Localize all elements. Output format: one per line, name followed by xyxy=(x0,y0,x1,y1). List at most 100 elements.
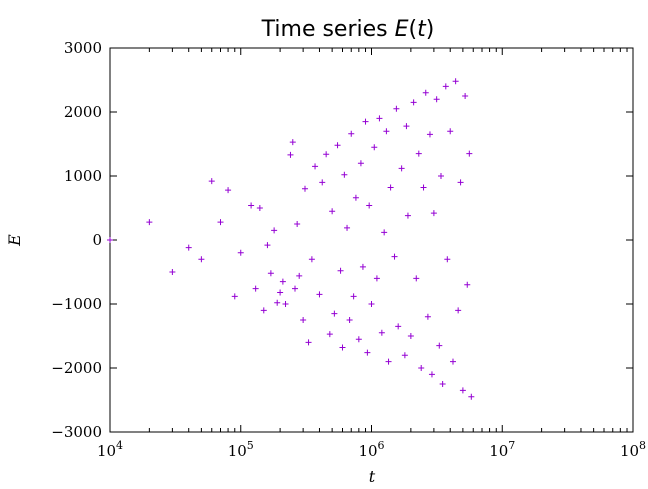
data-point xyxy=(323,151,330,158)
data-point xyxy=(217,219,224,226)
data-point xyxy=(449,358,456,365)
data-point xyxy=(362,118,369,125)
y-tick-label: 3000 xyxy=(64,39,102,57)
data-point xyxy=(337,267,344,274)
data-point xyxy=(436,342,443,349)
data-point xyxy=(364,349,371,356)
data-point xyxy=(391,253,398,260)
y-axis-label: E xyxy=(5,234,24,247)
data-point xyxy=(410,99,417,106)
data-point xyxy=(271,227,278,234)
data-point xyxy=(407,333,414,339)
data-point xyxy=(455,307,462,314)
data-point xyxy=(292,285,299,292)
y-tick-label: −3000 xyxy=(51,423,102,441)
data-point xyxy=(256,205,263,211)
data-point xyxy=(420,184,427,191)
data-point xyxy=(413,275,420,282)
data-point xyxy=(312,163,319,170)
data-point xyxy=(415,150,422,157)
x-tick-label: 106 xyxy=(358,439,384,460)
data-point xyxy=(355,336,362,343)
data-point xyxy=(459,387,466,394)
data-point xyxy=(395,323,402,330)
y-tick-label: −1000 xyxy=(51,295,102,313)
data-point xyxy=(359,263,366,270)
x-tick-label: 108 xyxy=(620,439,646,460)
data-point xyxy=(437,173,444,179)
data-point xyxy=(428,371,435,378)
data-point xyxy=(466,150,473,157)
data-point xyxy=(404,212,411,219)
x-tick-label: 105 xyxy=(228,439,254,460)
data-point xyxy=(430,210,437,217)
data-point xyxy=(383,128,390,135)
data-point xyxy=(344,224,351,231)
data-point xyxy=(198,256,205,263)
data-point xyxy=(267,270,274,277)
data-point xyxy=(373,275,380,282)
data-point xyxy=(326,331,333,338)
data-point xyxy=(385,358,392,365)
data-point xyxy=(368,301,375,307)
x-axis: 104 105 106 107 108 xyxy=(97,48,646,460)
data-point xyxy=(264,242,271,249)
data-point xyxy=(301,185,308,192)
data-point xyxy=(350,293,357,300)
data-point xyxy=(468,393,475,400)
data-point xyxy=(457,179,464,186)
data-point xyxy=(185,244,192,251)
y-tick-label: 1000 xyxy=(64,167,102,185)
data-point xyxy=(334,142,341,149)
data-point xyxy=(287,151,294,158)
data-point xyxy=(357,160,364,167)
data-point xyxy=(316,291,323,298)
data-point xyxy=(447,128,454,135)
data-point xyxy=(260,307,267,314)
data-point xyxy=(277,289,284,296)
data-point xyxy=(352,194,359,201)
y-tick-label: 0 xyxy=(92,231,102,249)
data-point xyxy=(248,202,255,209)
data-point xyxy=(424,313,431,320)
data-point xyxy=(401,352,408,359)
y-axis: 3000 2000 1000 0 −1000 −2000 −3000 xyxy=(51,39,633,441)
plot-frame xyxy=(109,47,634,433)
data-point xyxy=(225,187,232,194)
data-point xyxy=(422,89,429,96)
data-point xyxy=(393,105,400,112)
data-point xyxy=(300,317,307,323)
data-point xyxy=(331,310,338,317)
data-point xyxy=(146,219,153,226)
data-point xyxy=(237,249,244,256)
data-point xyxy=(341,171,348,178)
y-tick-label: 2000 xyxy=(64,103,102,121)
data-point xyxy=(274,299,281,306)
data-points xyxy=(107,78,475,400)
data-point xyxy=(169,269,176,275)
data-point xyxy=(452,78,459,85)
data-point xyxy=(329,208,336,215)
data-point xyxy=(426,131,433,138)
data-point xyxy=(289,139,296,146)
data-point xyxy=(418,365,425,371)
data-point xyxy=(294,221,301,227)
y-tick-label: −2000 xyxy=(51,359,102,377)
data-point xyxy=(319,179,326,186)
data-point xyxy=(231,293,238,300)
data-point xyxy=(282,301,289,307)
data-point xyxy=(378,329,385,336)
data-point xyxy=(252,285,259,292)
data-point xyxy=(305,339,312,346)
data-point xyxy=(439,381,446,387)
data-point xyxy=(376,115,383,122)
data-point xyxy=(444,256,451,263)
data-point xyxy=(403,123,410,130)
data-point xyxy=(464,281,471,288)
data-point xyxy=(462,93,469,99)
data-point xyxy=(208,178,215,185)
data-point xyxy=(433,96,440,103)
x-tick-label: 104 xyxy=(97,439,123,460)
data-point xyxy=(398,165,405,172)
